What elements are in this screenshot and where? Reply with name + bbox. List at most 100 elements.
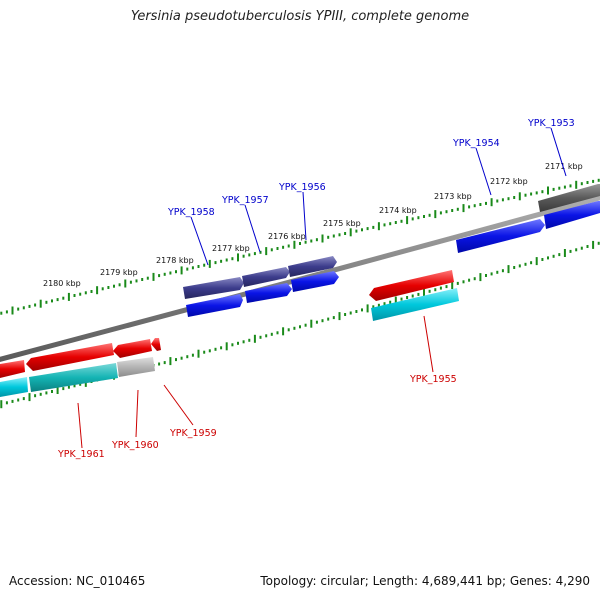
gene-feature[interactable] <box>0 360 25 378</box>
ruler-minor-tick <box>417 292 420 296</box>
ruler-minor-tick <box>73 384 76 388</box>
label-leaders <box>77 127 567 449</box>
gene-feature[interactable] <box>183 277 244 299</box>
gene-label[interactable]: YPK_1954 <box>452 138 500 149</box>
ruler-minor-tick <box>468 278 471 282</box>
ruler-major-tick <box>197 349 200 358</box>
ruler-major-tick <box>518 192 521 201</box>
cds-feature[interactable] <box>456 219 545 253</box>
ruler-minor-tick <box>451 209 454 212</box>
ruler-major-tick <box>592 240 595 249</box>
ruler-major-tick <box>152 272 155 281</box>
ruler-minor-tick <box>327 235 330 239</box>
reverse-cds-track <box>0 288 459 397</box>
ruler-label: 2174 kbp <box>379 206 417 215</box>
gene-feature[interactable] <box>369 270 454 301</box>
ruler-minor-tick <box>496 199 499 203</box>
gene-label[interactable]: YPK_1957 <box>221 195 269 206</box>
ruler-minor-tick <box>479 203 482 206</box>
accession-text: Accession: NC_010465 <box>9 574 146 588</box>
ruler-major-tick <box>423 288 425 297</box>
ruler-minor-tick <box>496 270 499 274</box>
gene-label[interactable]: YPK_1958 <box>167 207 215 218</box>
ruler-minor-tick <box>575 248 578 252</box>
cds-feature[interactable] <box>117 357 155 377</box>
ruler-minor-tick <box>344 232 347 235</box>
ruler-minor-tick <box>439 286 442 290</box>
genome-title: Yersinia pseudotuberculosis YPIII, compl… <box>130 9 470 24</box>
ruler-major-tick <box>293 240 296 249</box>
ruler-major-tick <box>237 253 239 262</box>
ruler-major-tick <box>208 259 211 268</box>
ruler-minor-tick <box>485 201 487 205</box>
ruler-minor-tick <box>287 328 290 332</box>
gene-feature[interactable] <box>288 256 337 277</box>
ruler-minor-tick <box>107 286 110 289</box>
ruler-major-tick <box>535 257 538 266</box>
gene-feature[interactable] <box>538 184 600 212</box>
ruler-minor-tick <box>383 223 386 227</box>
ruler-minor-tick <box>5 310 8 314</box>
gene-label[interactable]: YPK_1955 <box>409 374 457 385</box>
cds-feature[interactable] <box>544 201 600 229</box>
ruler-minor-tick <box>349 311 352 315</box>
ruler-minor-tick <box>17 307 20 311</box>
ruler-minor-tick <box>332 316 335 320</box>
ruler-minor-tick <box>400 297 403 301</box>
ruler-minor-tick <box>473 277 476 281</box>
ruler-minor-tick <box>394 221 397 224</box>
ruler-label: 2173 kbp <box>434 192 472 201</box>
ruler-minor-tick <box>79 382 82 386</box>
ruler-minor-tick <box>383 302 386 306</box>
cds-feature[interactable] <box>0 377 28 397</box>
ruler-minor-tick <box>158 274 161 278</box>
gene-feature[interactable] <box>26 343 114 371</box>
ruler-minor-tick <box>558 186 561 190</box>
gene-label[interactable]: YPK_1960 <box>111 440 159 451</box>
gene-feature[interactable] <box>242 267 290 287</box>
ruler-minor-tick <box>411 294 414 298</box>
ruler-minor-tick <box>237 341 239 345</box>
ruler-major-tick <box>0 400 3 409</box>
gene-feature[interactable] <box>113 339 152 358</box>
forward-cds-track <box>186 201 600 317</box>
ruler-major-tick <box>394 296 397 305</box>
cds-feature[interactable] <box>186 294 243 317</box>
ruler-minor-tick <box>355 229 358 233</box>
cds-feature[interactable] <box>245 283 292 303</box>
gene-labels: YPK_1953 YPK_1954 YPK_1956 YPK_1957 YPK_… <box>57 118 575 460</box>
ruler-label: 2172 kbp <box>490 177 528 186</box>
ruler-minor-tick <box>242 254 245 258</box>
cds-feature[interactable] <box>291 271 339 292</box>
ruler-minor-tick <box>490 272 493 276</box>
gene-label[interactable]: YPK_1956 <box>278 182 326 193</box>
ruler-label: 2179 kbp <box>100 268 138 277</box>
ruler-minor-tick <box>175 270 177 274</box>
ruler-minor-tick <box>507 197 510 201</box>
ruler-minor-tick <box>580 246 583 250</box>
gene-feature[interactable] <box>151 338 161 351</box>
cds-feature[interactable] <box>29 363 118 392</box>
ruler-minor-tick <box>445 285 448 289</box>
ruler-label: 2177 kbp <box>212 244 250 253</box>
gene-label[interactable]: YPK_1961 <box>57 449 105 460</box>
ruler-minor-tick <box>45 300 48 304</box>
ruler-minor-tick <box>259 250 262 254</box>
ruler-major-tick <box>377 222 380 231</box>
ruler-major-tick <box>11 306 14 315</box>
ruler-minor-tick <box>530 192 533 196</box>
ruler-minor-tick <box>428 289 431 293</box>
ruler-minor-tick <box>299 325 301 329</box>
ruler-major-tick <box>507 265 510 274</box>
cds-feature[interactable] <box>371 288 459 321</box>
ruler-minor-tick <box>203 350 206 354</box>
ruler-minor-tick <box>411 217 414 221</box>
gene-label[interactable]: YPK_1959 <box>169 428 217 439</box>
ruler-minor-tick <box>524 193 527 197</box>
ruler-label: 2180 kbp <box>43 279 81 288</box>
gene-label[interactable]: YPK_1953 <box>527 118 575 129</box>
ruler-minor-tick <box>563 185 566 189</box>
ruler-minor-tick <box>299 242 301 245</box>
ruler-major-tick <box>338 312 341 321</box>
ruler-minor-tick <box>129 280 132 284</box>
